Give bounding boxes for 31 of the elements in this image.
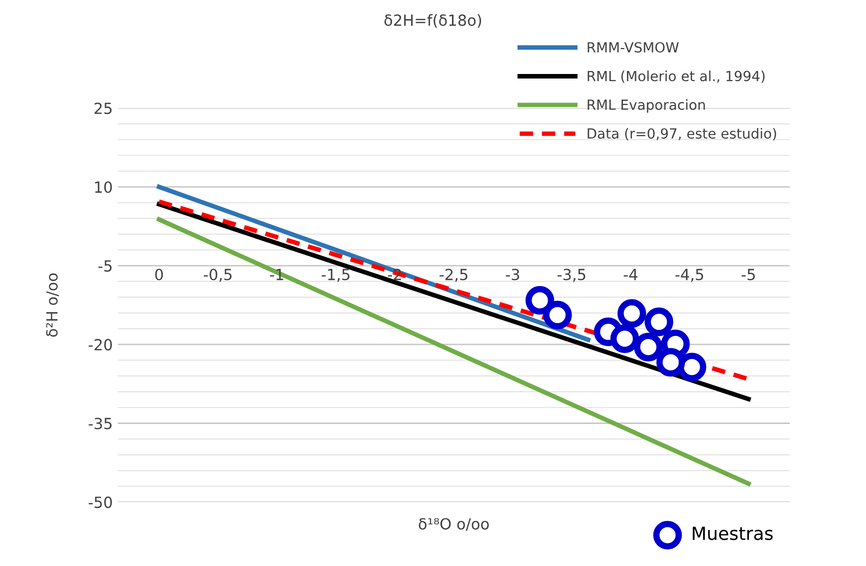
point [678, 352, 706, 382]
x-tick-label: -2,5 [440, 268, 468, 282]
x-tick-label: 0 [155, 268, 163, 280]
legend-label: Muestras [692, 526, 773, 540]
point [656, 348, 686, 377]
legend-label: RML (Molerio et al., 1994) [588, 70, 765, 83]
x-tick-label: -4,5 [675, 268, 704, 282]
y-axis-title: δ²H o/oo [46, 273, 59, 337]
point [543, 300, 572, 330]
x-axis-title: δ¹⁸O o/oo [418, 518, 489, 531]
point [617, 299, 646, 328]
y-tick-label: -20 [88, 338, 112, 350]
x-tick-label: -3,5 [558, 268, 586, 282]
point [526, 286, 554, 315]
legend-label: Data (r=0,97, este estudio) [588, 128, 776, 140]
y-tick-label: 25 [94, 102, 112, 114]
x-tick-label: -5 [742, 268, 755, 280]
x-tick-label: -3 [506, 268, 520, 280]
x-tick-label: -4 [624, 268, 638, 280]
y-tick-label: -50 [88, 496, 112, 508]
y-tick-label: -35 [88, 418, 112, 430]
y-tick-label: -5 [98, 260, 112, 272]
x-tick-label: -1,5 [322, 268, 350, 282]
chart-title: δ2H=f(δ18o) [384, 14, 482, 28]
legend-label: RML Evaporacion [588, 99, 705, 113]
x-tick-label: -0,5 [204, 268, 232, 282]
y-tick-label: 10 [95, 181, 112, 193]
point [644, 308, 674, 336]
point [610, 324, 640, 354]
legend-label: RMM-VSMOW [588, 42, 679, 53]
point [634, 332, 663, 362]
